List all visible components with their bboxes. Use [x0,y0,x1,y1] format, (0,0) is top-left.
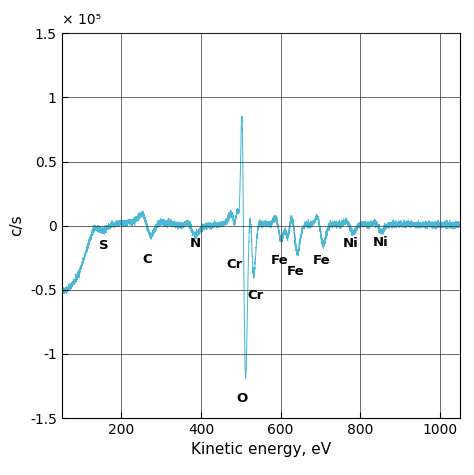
Text: Ni: Ni [372,236,388,249]
Text: Cr: Cr [247,289,264,302]
Text: O: O [237,392,247,405]
Y-axis label: c/s: c/s [9,215,24,237]
Text: × 10⁵: × 10⁵ [62,13,101,28]
Text: Fe: Fe [271,254,289,267]
Text: Fe: Fe [287,266,305,278]
Text: C: C [142,253,152,266]
Text: Fe: Fe [313,255,330,267]
Text: S: S [99,239,108,252]
Text: Cr: Cr [226,258,242,271]
Text: Ni: Ni [342,237,358,250]
X-axis label: Kinetic energy, eV: Kinetic energy, eV [191,442,331,457]
Text: N: N [190,237,201,249]
